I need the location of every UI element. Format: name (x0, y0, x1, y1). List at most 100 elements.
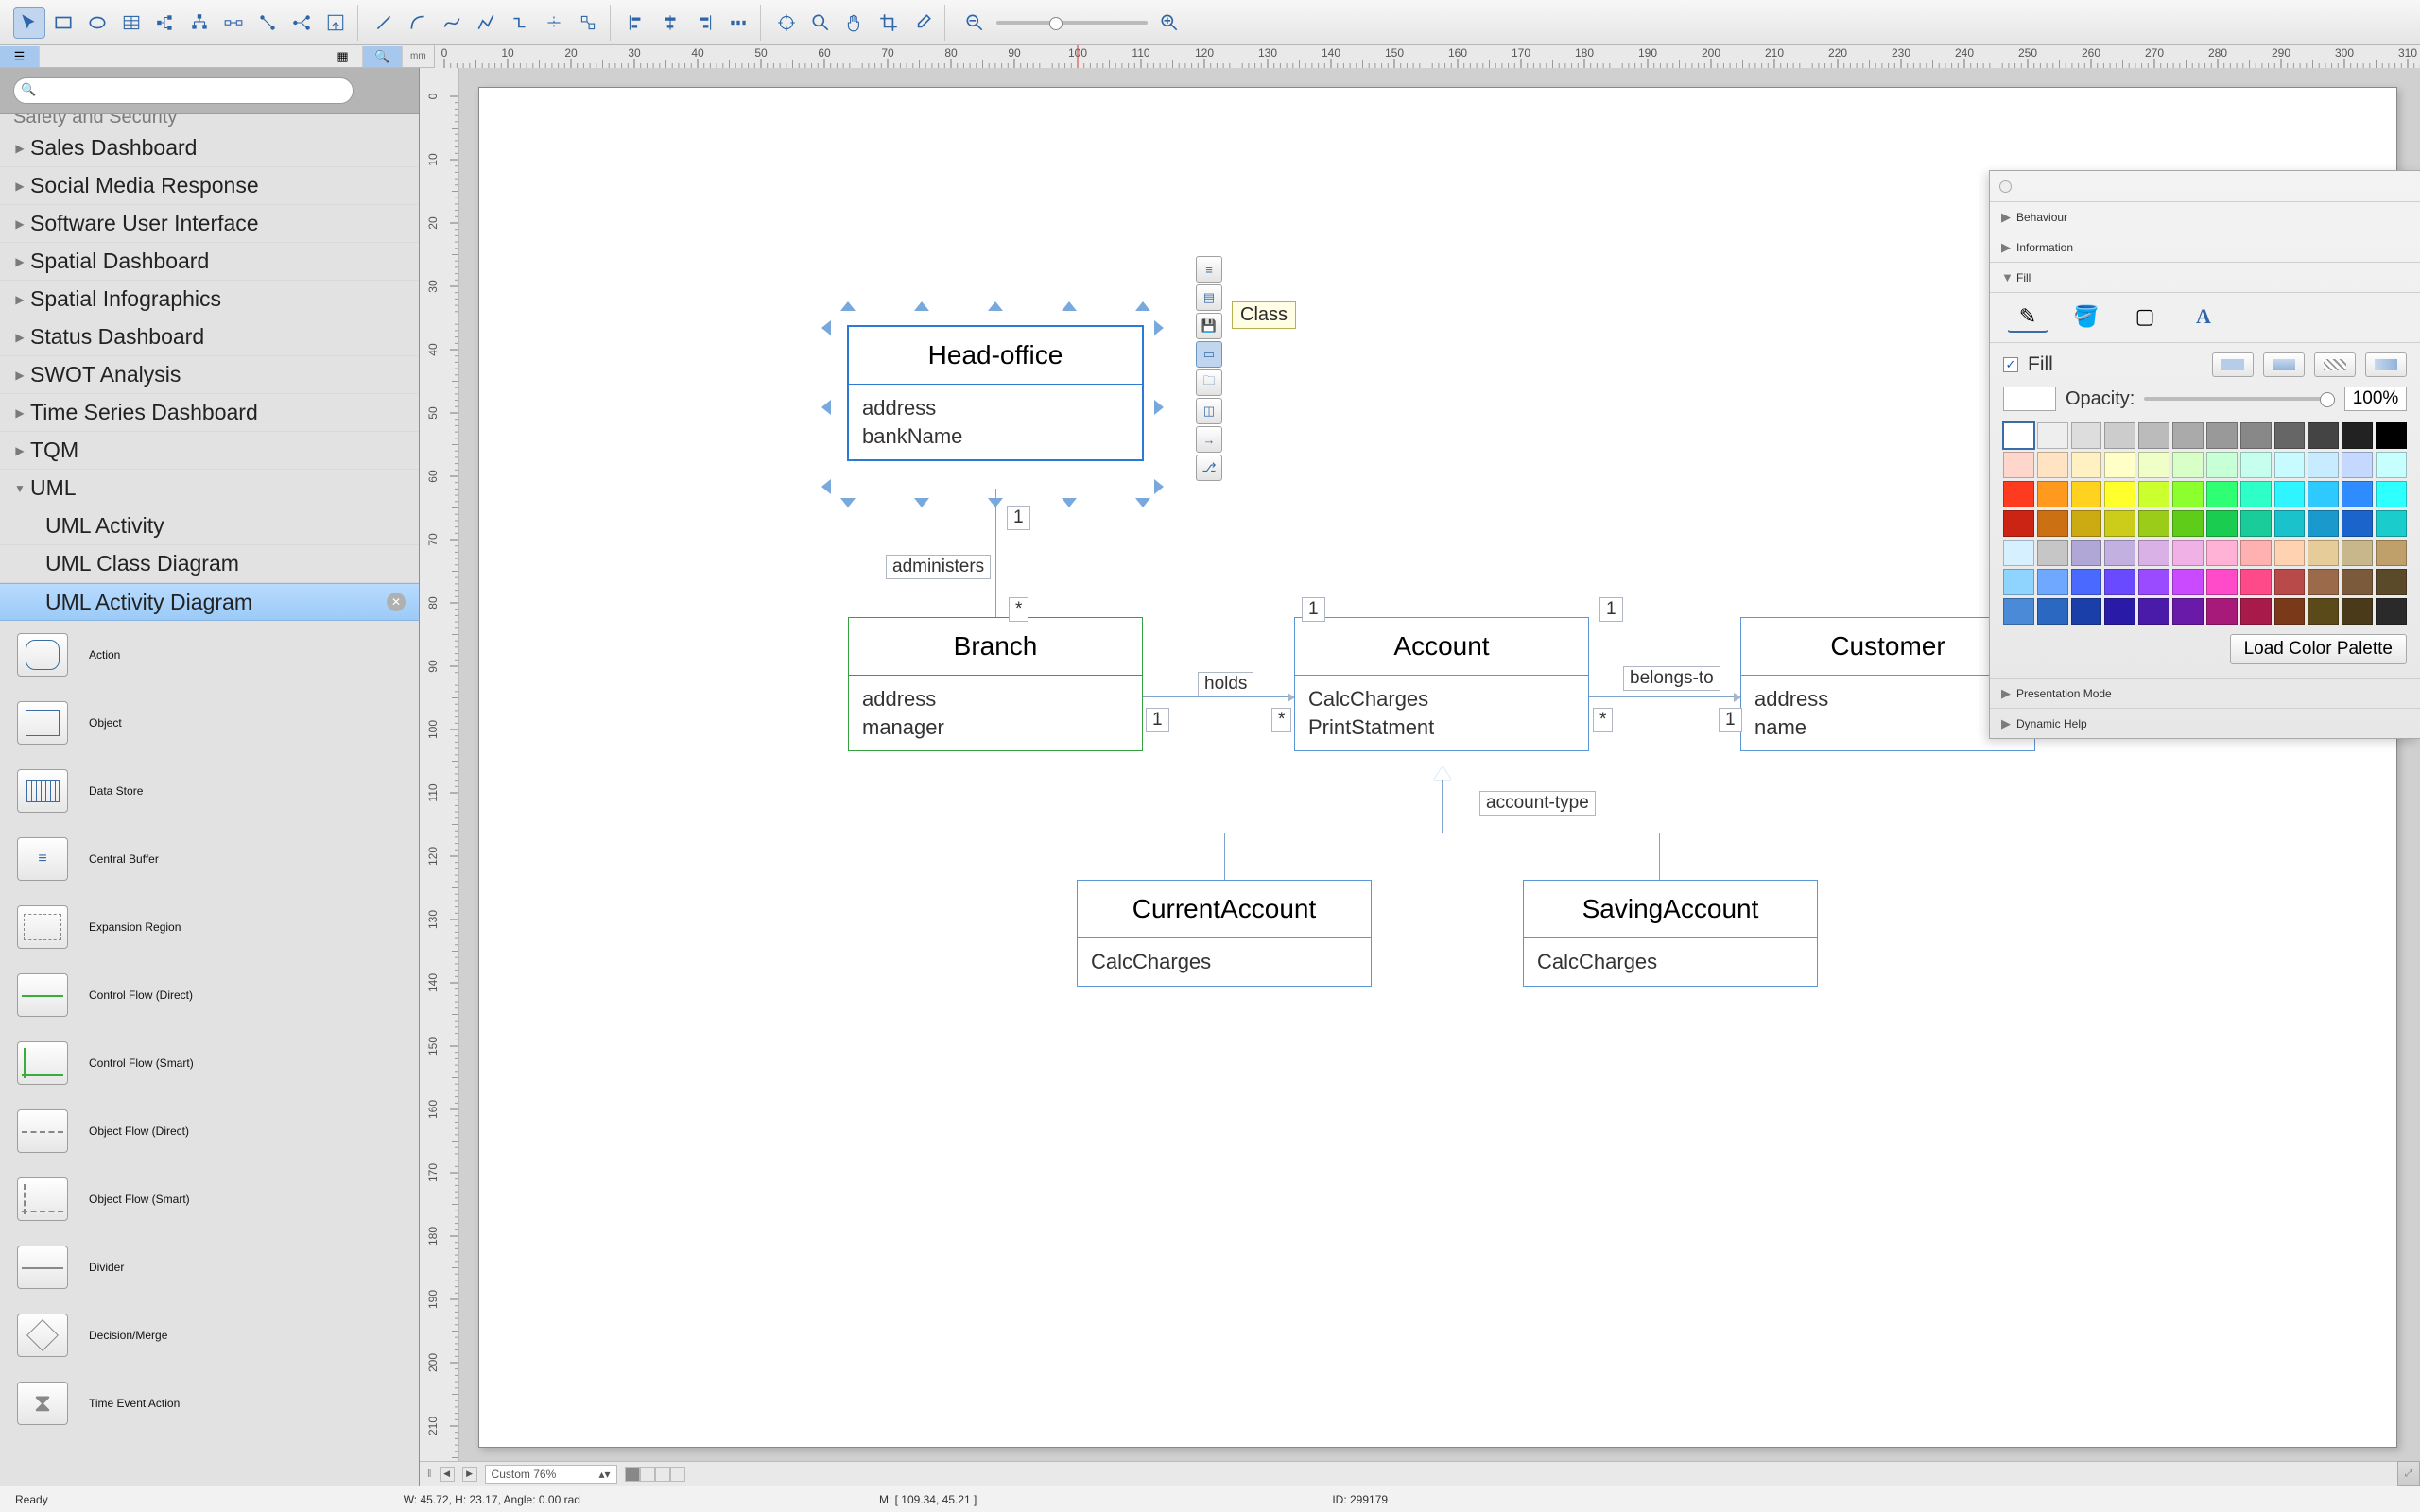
mode-search-button[interactable]: 🔍 (363, 46, 403, 67)
tree-h-tool[interactable] (149, 7, 182, 39)
palette-swatch[interactable] (2206, 569, 2238, 595)
palette-swatch[interactable] (2172, 598, 2204, 625)
fill-color-swatch[interactable] (2003, 387, 2056, 411)
tree-item[interactable]: ▼UML (0, 470, 419, 507)
palette-swatch[interactable] (2274, 481, 2306, 507)
edge-label[interactable]: * (1271, 708, 1291, 732)
palette-swatch[interactable] (2376, 452, 2407, 478)
tree-item[interactable]: ▶Time Series Dashboard (0, 394, 419, 432)
palette-swatch[interactable] (2138, 540, 2169, 566)
palette-swatch[interactable] (2037, 510, 2068, 537)
zoom-tool[interactable] (804, 7, 837, 39)
tree-item[interactable]: Safety and Security (0, 114, 419, 129)
palette-swatch[interactable] (2274, 510, 2306, 537)
palette-swatch[interactable] (2376, 569, 2407, 595)
palette-swatch[interactable] (2172, 481, 2204, 507)
palette-swatch[interactable] (2308, 510, 2339, 537)
palette-swatch[interactable] (2071, 598, 2102, 625)
edge-label[interactable]: holds (1198, 672, 1253, 696)
export-tool[interactable] (320, 7, 352, 39)
palette-swatch[interactable] (2003, 540, 2034, 566)
fill-style-grad-h[interactable] (2365, 352, 2407, 377)
stencil-item[interactable]: Time Event Action (0, 1369, 419, 1437)
fill-enabled-checkbox[interactable]: ✓ (2003, 357, 2018, 372)
pointer-tool[interactable] (13, 7, 45, 39)
stencil-item[interactable]: Object Flow (Direct) (0, 1097, 419, 1165)
palette-swatch[interactable] (2071, 452, 2102, 478)
palette-swatch[interactable] (2037, 452, 2068, 478)
edge-label[interactable]: account-type (1479, 791, 1596, 816)
table-tool[interactable] (115, 7, 147, 39)
align-l-tool[interactable] (620, 7, 652, 39)
mp-save[interactable]: 💾 (1196, 313, 1222, 339)
palette-swatch[interactable] (2308, 422, 2339, 449)
snap-tool[interactable] (572, 7, 604, 39)
edge-label[interactable]: 1 (1146, 708, 1169, 732)
uml-class-head[interactable]: Head-officeaddress bankName (848, 326, 1143, 460)
edge-label[interactable]: 1 (1007, 506, 1030, 530)
palette-swatch[interactable] (2037, 422, 2068, 449)
stencil-item[interactable]: Central Buffer (0, 825, 419, 893)
palette-swatch[interactable] (2104, 569, 2135, 595)
palette-swatch[interactable] (2308, 452, 2339, 478)
fill-tab-pen[interactable]: ✎ (2007, 301, 2048, 333)
edge-label[interactable]: 1 (1719, 708, 1742, 732)
palette-swatch[interactable] (2138, 422, 2169, 449)
zoom-in-button[interactable] (1153, 7, 1185, 39)
stencil-item[interactable]: Data Store (0, 757, 419, 825)
inspector-information-header[interactable]: ▶Information (1990, 232, 2420, 262)
fill-style-solid[interactable] (2212, 352, 2254, 377)
palette-swatch[interactable] (2376, 422, 2407, 449)
palette-swatch[interactable] (2071, 422, 2102, 449)
palette-swatch[interactable] (2138, 598, 2169, 625)
align-c-tool[interactable] (654, 7, 686, 39)
palette-swatch[interactable] (2240, 598, 2272, 625)
zoom-slider[interactable] (996, 21, 1148, 25)
page-thumbs[interactable] (625, 1467, 685, 1482)
inspector-titlebar[interactable] (1990, 171, 2420, 201)
tree-item-remove[interactable]: ✕ (387, 593, 406, 611)
palette-swatch[interactable] (2376, 598, 2407, 625)
palette-swatch[interactable] (2206, 598, 2238, 625)
uml-class-branch[interactable]: Branchaddress manager (848, 617, 1143, 751)
fill-tab-text[interactable]: A (2183, 301, 2224, 333)
palette-swatch[interactable] (2104, 598, 2135, 625)
palette-swatch[interactable] (2342, 540, 2373, 566)
tree-item[interactable]: ▶TQM (0, 432, 419, 470)
curve-tool[interactable] (436, 7, 468, 39)
palette-swatch[interactable] (2274, 422, 2306, 449)
palette-swatch[interactable] (2172, 422, 2204, 449)
mp-class[interactable]: ▭ (1196, 341, 1222, 368)
tree-item[interactable]: ▶Sales Dashboard (0, 129, 419, 167)
ellipse-tool[interactable] (81, 7, 113, 39)
palette-swatch[interactable] (2342, 569, 2373, 595)
mode-tree-button[interactable]: ☰ (0, 46, 40, 67)
edge-label[interactable]: belongs-to (1623, 666, 1720, 691)
inspector-dynhelp-header[interactable]: ▶Dynamic Help (1990, 708, 2420, 738)
connect-tool[interactable] (251, 7, 284, 39)
palette-swatch[interactable] (2308, 481, 2339, 507)
zoom-level-select[interactable]: Custom 76%▴▾ (485, 1465, 617, 1484)
stencil-item[interactable]: Divider (0, 1233, 419, 1301)
palette-swatch[interactable] (2172, 452, 2204, 478)
tree-item[interactable]: ▶Software User Interface (0, 205, 419, 243)
palette-swatch[interactable] (2071, 569, 2102, 595)
edge-label[interactable]: 1 (1302, 597, 1325, 622)
palette-swatch[interactable] (2376, 481, 2407, 507)
tree-item[interactable]: ▶SWOT Analysis (0, 356, 419, 394)
fill-style-grad-v[interactable] (2263, 352, 2305, 377)
fill-tab-shadow[interactable]: ▢ (2124, 301, 2166, 333)
palette-swatch[interactable] (2104, 510, 2135, 537)
line-tool[interactable] (368, 7, 400, 39)
stencil-item[interactable]: Control Flow (Smart) (0, 1029, 419, 1097)
page-prev-button[interactable]: ◀ (440, 1467, 455, 1482)
tree-v-tool[interactable] (183, 7, 216, 39)
palette-swatch[interactable] (2342, 452, 2373, 478)
palette-swatch[interactable] (2308, 540, 2339, 566)
stencil-item[interactable]: Action (0, 621, 419, 689)
palette-swatch[interactable] (2206, 452, 2238, 478)
palette-swatch[interactable] (2037, 540, 2068, 566)
inspector-behaviour-header[interactable]: ▶Behaviour (1990, 201, 2420, 232)
stencil-item[interactable]: Decision/Merge (0, 1301, 419, 1369)
mp-if[interactable]: ⎇ (1196, 455, 1222, 481)
